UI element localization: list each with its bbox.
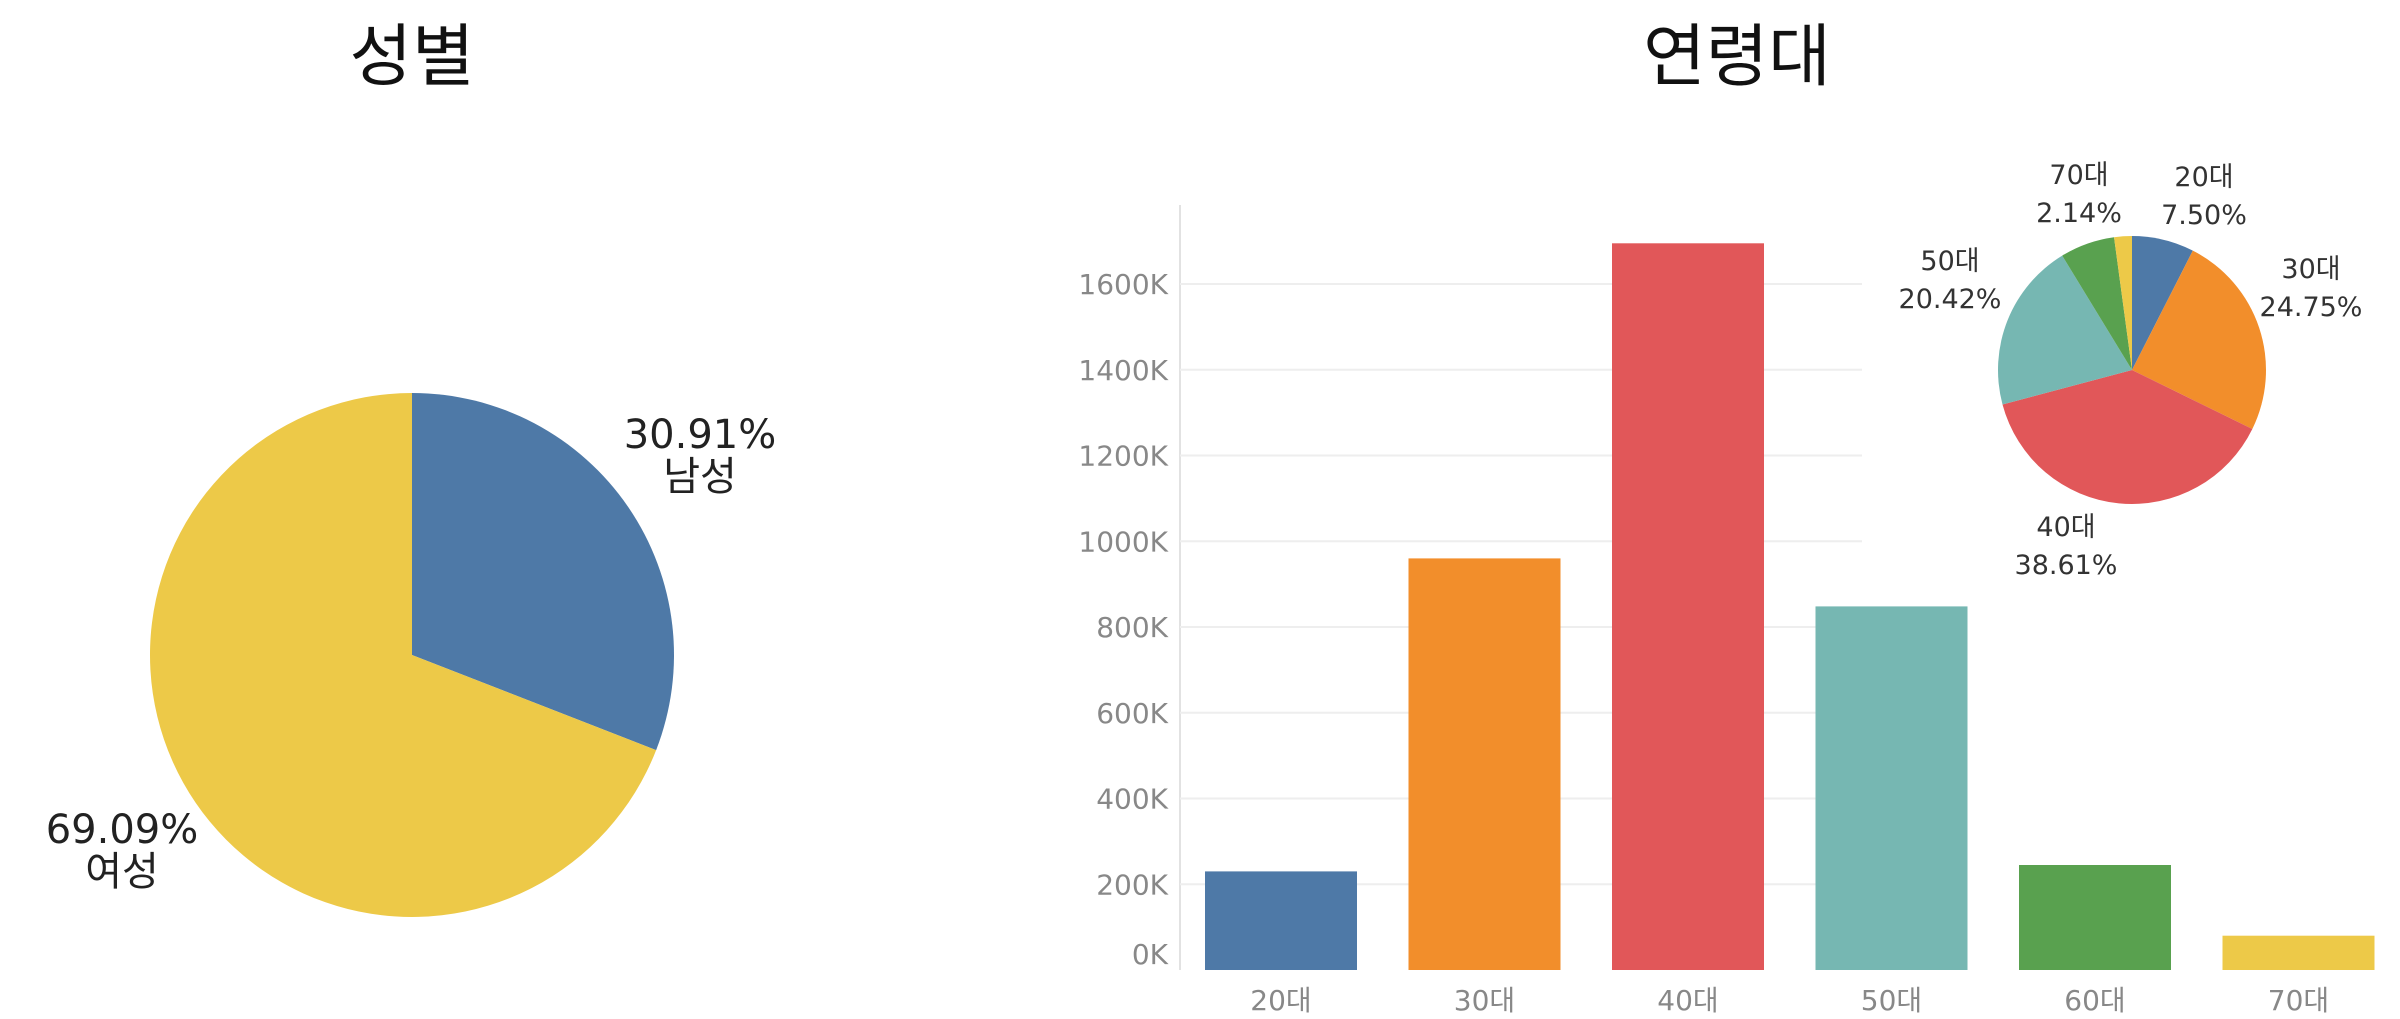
age-chart-x-tick-label: 40대	[1657, 984, 1718, 1017]
age-share-slice-50대	[1998, 255, 2132, 405]
age-chart-bars	[1205, 243, 2375, 971]
age-share-pie-labels: 20대 7.50% 30대 24.75% 40대 38.61% 50대 20.42% 70대 2.…	[1899, 160, 2363, 581]
age-bar-50대	[1815, 606, 1968, 970]
age-share-slice-20대	[2132, 236, 2193, 370]
age-bar-20대	[1205, 871, 1357, 970]
age-chart-y-tick-label: 0K	[1132, 938, 1169, 971]
age-bar-60대	[2019, 865, 2171, 970]
gender-slice-label-female-line-2: 여성	[85, 849, 159, 895]
age-chart-y-tick-label: 1000K	[1078, 525, 1168, 558]
gender-pie-chart: 성별 30.91%남성 69.09%여성	[46, 18, 777, 917]
age-share-slice-label-20대-line-1: 20대	[2174, 162, 2233, 193]
age-share-slice-label-50대-line-2: 20.42%	[1899, 284, 2002, 315]
age-share-pie-chart: 20대 7.50% 30대 24.75% 40대 38.61% 50대 20.42% 70대 2.…	[1899, 160, 2363, 581]
age-share-slice-label-30대-line-2: 24.75%	[2260, 292, 2363, 323]
age-bar-70대	[2222, 935, 2375, 970]
age-chart-x-tick-label: 30대	[1454, 984, 1515, 1017]
age-bar-30대	[1408, 558, 1561, 970]
age-chart-x-tick-label: 50대	[1861, 984, 1922, 1017]
age-chart-y-tick-label: 200K	[1096, 868, 1168, 901]
age-chart-y-tick-label: 600K	[1096, 697, 1168, 730]
age-share-slice-60대	[2062, 237, 2132, 370]
age-chart-y-tick-label: 1400K	[1078, 354, 1168, 387]
age-share-slice-40대	[2002, 370, 2253, 505]
gender-pie-slices	[149, 393, 674, 917]
age-chart-y-ticks: 0K 200K 400K 600K 800K 1000K 1200K 1400K 1600K	[1078, 268, 1168, 971]
age-share-pie-slices	[1998, 236, 2266, 505]
age-share-slice-label-40대-line-2: 38.61%	[2015, 550, 2118, 581]
age-share-slice-label-50대-line-1: 50대	[1920, 246, 1979, 277]
gender-chart-title: 성별	[349, 18, 474, 97]
age-chart-x-ticks: 20대 30대 40대 50대 60대 70대	[1250, 984, 2329, 1017]
age-chart-x-tick-label: 70대	[2268, 984, 2329, 1017]
age-share-slice-label-70대-line-2: 2.14%	[2036, 198, 2122, 229]
age-share-slice-30대	[2132, 250, 2266, 429]
gender-slice-label-female-line-1: 69.09%	[46, 807, 199, 853]
gender-slice-label-male-line-1: 30.91%	[624, 412, 777, 458]
age-share-slice-label-40대-line-1: 40대	[2036, 512, 2095, 543]
age-chart-title: 연령대	[1643, 18, 1831, 97]
age-chart-y-tick-label: 1600K	[1078, 268, 1168, 301]
age-chart-y-tick-label: 400K	[1096, 783, 1168, 816]
age-chart-y-tick-label: 1200K	[1078, 440, 1168, 473]
age-bar-40대	[1612, 243, 1764, 971]
gender-slice-label-male-line-2: 남성	[663, 454, 737, 500]
age-share-slice-70대	[2114, 236, 2132, 370]
gender-pie-labels: 30.91%남성 69.09%여성	[46, 412, 777, 895]
age-chart-x-tick-label: 60대	[2064, 984, 2125, 1017]
age-chart-y-tick-label: 800K	[1096, 611, 1168, 644]
age-share-slice-label-20대-line-2: 7.50%	[2161, 200, 2247, 231]
age-chart-x-tick-label: 20대	[1250, 984, 1311, 1017]
gender-slice-female	[149, 393, 657, 917]
gender-slice-male	[412, 393, 674, 751]
age-share-slice-label-70대-line-1: 70대	[2049, 160, 2108, 191]
age-share-slice-label-30대-line-1: 30대	[2281, 254, 2340, 285]
age-bar-chart: 연령대 0K 200K 400K 600K 800K 1000K 1200K 1400K 160…	[1078, 18, 2375, 1017]
